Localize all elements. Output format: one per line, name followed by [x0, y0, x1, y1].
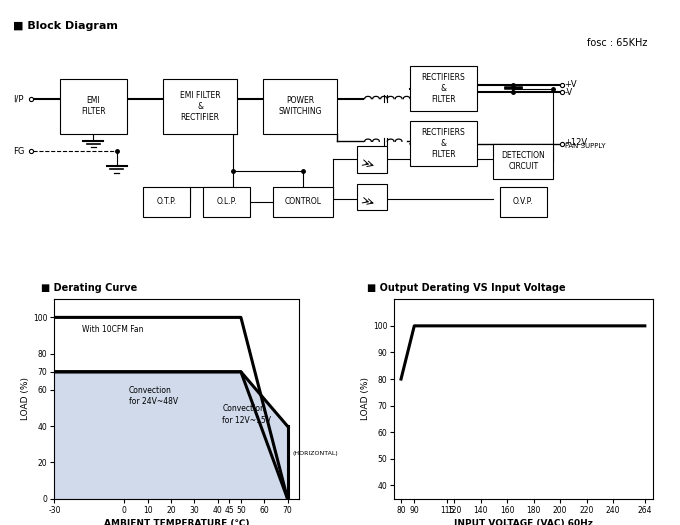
FancyBboxPatch shape: [60, 79, 126, 134]
Y-axis label: LOAD (%): LOAD (%): [361, 377, 370, 421]
FancyBboxPatch shape: [273, 186, 333, 217]
FancyBboxPatch shape: [203, 186, 250, 217]
FancyBboxPatch shape: [410, 66, 477, 111]
Polygon shape: [54, 372, 288, 499]
X-axis label: INPUT VOLTAGE (VAC) 60Hz: INPUT VOLTAGE (VAC) 60Hz: [454, 519, 593, 525]
Text: FG: FG: [14, 147, 25, 156]
Text: +V: +V: [564, 80, 577, 89]
Text: EMI
FILTER: EMI FILTER: [81, 96, 106, 116]
Text: ■ Derating Curve: ■ Derating Curve: [41, 283, 137, 293]
Text: RECTIFIERS
&
FILTER: RECTIFIERS & FILTER: [422, 128, 465, 160]
Text: ■ Block Diagram: ■ Block Diagram: [14, 21, 118, 31]
Text: (HORIZONTAL): (HORIZONTAL): [292, 451, 338, 456]
FancyBboxPatch shape: [143, 186, 190, 217]
Text: O.L.P.: O.L.P.: [216, 197, 237, 206]
Text: RECTIFIERS
&
FILTER: RECTIFIERS & FILTER: [422, 73, 465, 104]
Text: fosc : 65KHz: fosc : 65KHz: [587, 38, 647, 48]
Text: O.V.P.: O.V.P.: [513, 197, 534, 206]
Text: O.T.P.: O.T.P.: [156, 197, 177, 206]
FancyBboxPatch shape: [357, 146, 388, 173]
FancyBboxPatch shape: [493, 144, 554, 179]
FancyBboxPatch shape: [163, 79, 237, 134]
Text: FAN SUPPLY: FAN SUPPLY: [564, 143, 605, 149]
Text: POWER
SWITCHING: POWER SWITCHING: [278, 96, 322, 116]
FancyBboxPatch shape: [357, 184, 388, 211]
Text: CONTROL: CONTROL: [285, 197, 322, 206]
Text: With 10CFM Fan: With 10CFM Fan: [82, 324, 144, 334]
Y-axis label: LOAD (%): LOAD (%): [21, 377, 30, 421]
FancyBboxPatch shape: [500, 186, 547, 217]
Text: EMI FILTER
&
RECTIFIER: EMI FILTER & RECTIFIER: [180, 91, 220, 122]
FancyBboxPatch shape: [263, 79, 337, 134]
Text: I/P: I/P: [14, 94, 24, 103]
X-axis label: AMBIENT TEMPERATURE (℃): AMBIENT TEMPERATURE (℃): [104, 519, 250, 525]
FancyBboxPatch shape: [410, 121, 477, 166]
Text: ■ Output Derating VS Input Voltage: ■ Output Derating VS Input Voltage: [367, 283, 566, 293]
Text: Convection
for 24V~48V: Convection for 24V~48V: [129, 386, 178, 406]
Text: DETECTION
CIRCUIT: DETECTION CIRCUIT: [501, 151, 545, 172]
Text: -V: -V: [564, 88, 573, 97]
Text: +12V: +12V: [564, 138, 588, 147]
Text: Convection
for 12V~15V: Convection for 12V~15V: [222, 404, 271, 425]
